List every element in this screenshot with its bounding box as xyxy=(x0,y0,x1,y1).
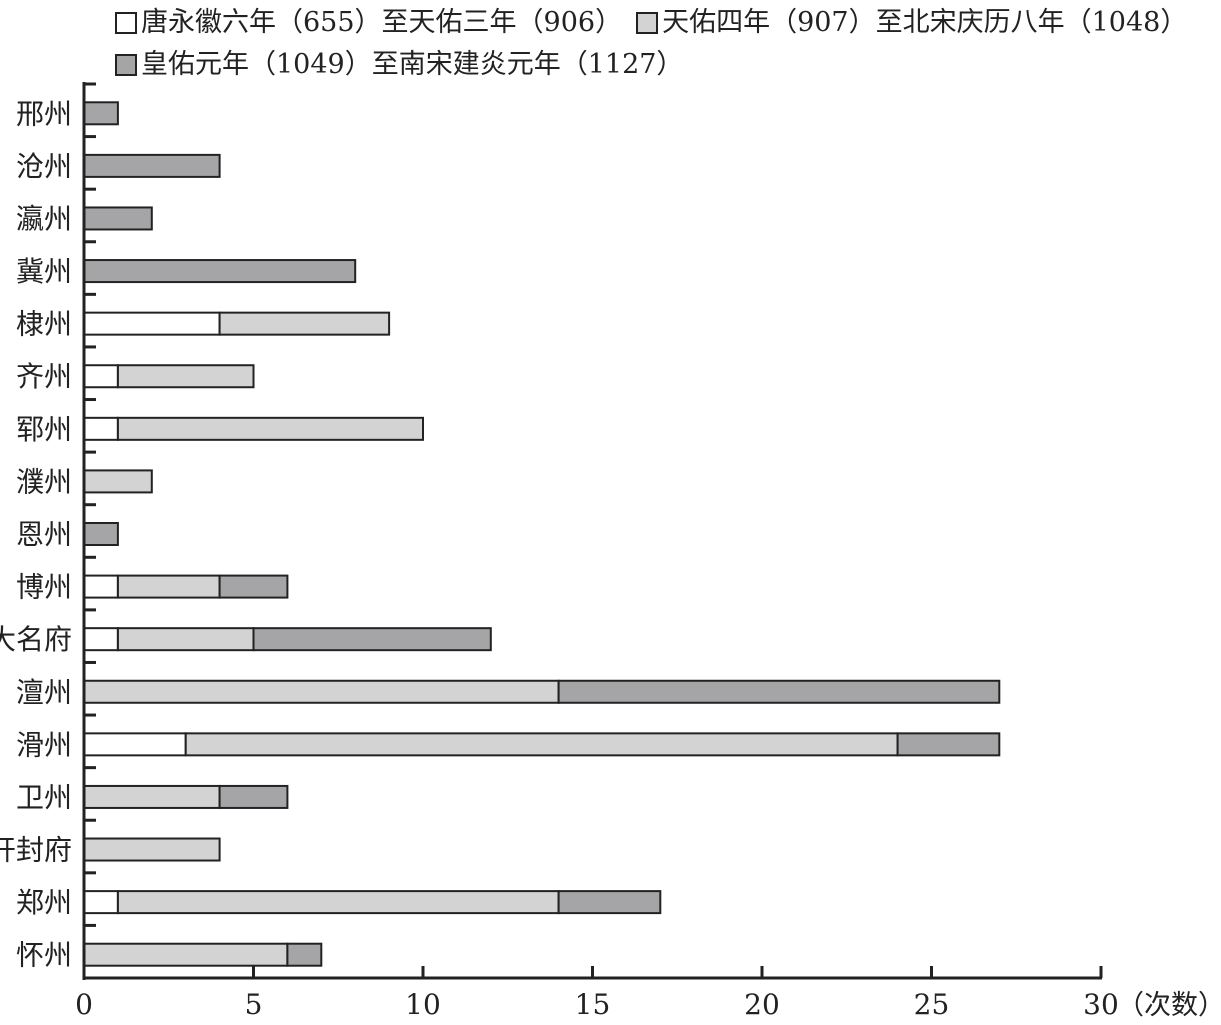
y-tick-label: 恩州 xyxy=(16,518,72,551)
bar-segment xyxy=(83,942,289,967)
bar-segment xyxy=(557,890,662,915)
x-tick-label: 25 xyxy=(914,988,950,1021)
y-tick-label: 棣州 xyxy=(16,308,72,341)
legend-swatch-series-2 xyxy=(636,12,659,34)
legend-label-series-1: 唐永徽六年（655）至天佑三年（906） xyxy=(141,7,623,38)
legend-label-series-3: 皇佑元年（1049）至南宋建炎元年（1127） xyxy=(141,49,684,80)
bar-segment xyxy=(83,469,153,494)
bar-segment xyxy=(83,416,119,441)
legend-swatch-series-1 xyxy=(115,12,137,34)
bar-segment xyxy=(116,574,221,599)
y-tick-label: 卫州 xyxy=(16,781,72,814)
x-axis-label: （次数） xyxy=(1117,990,1221,1021)
bar-segment xyxy=(83,679,560,704)
legend-label-series-2: 天佑四年（907）至北宋庆历八年（1048） xyxy=(662,7,1188,38)
legend-item-series-2: 天佑四年（907）至北宋庆历八年（1048） xyxy=(636,2,1187,44)
y-tick-label: 怀州 xyxy=(16,939,72,972)
bar-segment xyxy=(116,627,255,652)
bar-segment xyxy=(116,364,255,389)
bar-segment xyxy=(83,206,153,231)
x-tick-label: 5 xyxy=(245,988,263,1021)
bar-segment xyxy=(286,942,323,967)
bar-segment xyxy=(83,784,221,809)
y-tick-label: 大名府 xyxy=(0,623,72,656)
bar-segment xyxy=(557,679,1001,704)
y-tick-label: 冀州 xyxy=(16,255,72,288)
y-tick-label: 澶州 xyxy=(16,676,72,709)
bar-segment xyxy=(83,259,357,284)
x-tick-label: 30 xyxy=(1083,988,1119,1021)
legend-item-series-1: 唐永徽六年（655）至天佑三年（906） xyxy=(115,2,622,44)
x-tick-label: 15 xyxy=(575,988,611,1021)
bar-segment xyxy=(83,101,119,126)
bar-segment xyxy=(83,153,221,178)
bar-segment xyxy=(218,784,289,809)
y-tick-label: 郓州 xyxy=(16,413,72,446)
y-tick-label: 沧州 xyxy=(16,150,72,183)
bar-segment xyxy=(184,732,899,757)
y-tick-label: 邢州 xyxy=(16,97,72,130)
y-tick-label: 开封府 xyxy=(0,834,72,867)
legend-swatch-series-3 xyxy=(115,54,137,76)
bar-segment xyxy=(116,416,425,441)
y-tick-label: 郑州 xyxy=(16,886,72,919)
y-tick-label: 博州 xyxy=(16,571,72,604)
bar-segment xyxy=(83,311,221,336)
bar-segment xyxy=(83,522,119,546)
bar-segment xyxy=(83,574,119,599)
y-tick-label: 瀛州 xyxy=(16,202,72,235)
y-tick-label: 濮州 xyxy=(16,465,72,498)
x-tick-label: 20 xyxy=(744,988,780,1021)
x-tick-label: 10 xyxy=(405,988,441,1021)
bar-segment xyxy=(896,732,1001,757)
legend-item-series-3: 皇佑元年（1049）至南宋建炎元年（1127） xyxy=(115,44,683,86)
y-tick-label: 滑州 xyxy=(16,728,72,761)
bar-segment xyxy=(218,311,391,336)
y-tick-label: 齐州 xyxy=(16,360,72,393)
bar-segment xyxy=(83,627,119,652)
x-tick-label: 0 xyxy=(75,988,93,1021)
bar-segment xyxy=(83,732,187,757)
bar-segment xyxy=(83,837,221,862)
bar-segment xyxy=(83,364,119,389)
bar-segment xyxy=(116,890,560,915)
bar-segment xyxy=(83,890,119,915)
legend: 唐永徽六年（655）至天佑三年（906） 天佑四年（907）至北宋庆历八年（10… xyxy=(115,2,1201,86)
bar-segment xyxy=(252,627,492,652)
bar-segment xyxy=(218,574,289,599)
